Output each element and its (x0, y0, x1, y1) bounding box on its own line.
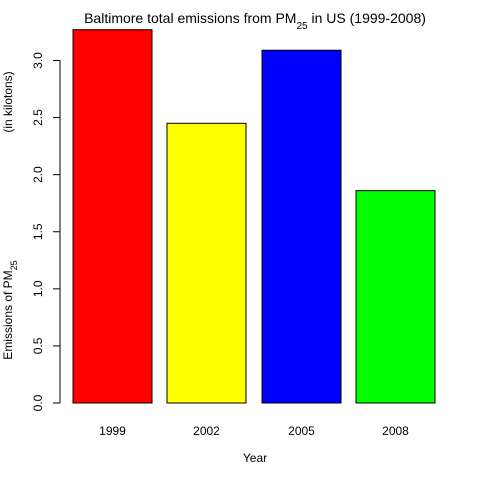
y-axis-label-subscript: 25 (9, 260, 19, 270)
x-tick-label-1999: 1999 (99, 424, 126, 438)
bar-2002 (166, 122, 247, 404)
y-axis-label-line2: Emissions of PM25 (1, 260, 19, 359)
y-axis-label-line1: (in kilotons) (1, 71, 15, 132)
y-tick-label: 3.0 (31, 52, 45, 69)
chart-title-main: Baltimore total emissions from PM (84, 10, 296, 26)
chart-title-subscript: 25 (296, 21, 308, 32)
x-tick-label-2008: 2008 (382, 424, 409, 438)
y-tick-label: 2.5 (31, 109, 45, 126)
y-tick-label: 1.0 (31, 280, 45, 297)
y-axis: 0.0 0.5 1.0 1.5 2.0 2.5 3.0 (31, 52, 61, 411)
y-axis-label-main: Emissions of PM (1, 270, 15, 359)
bar-2005 (261, 49, 342, 404)
y-tick-label: 0.0 (31, 394, 45, 411)
bar-1999 (72, 29, 153, 404)
x-axis-label: Year (243, 451, 267, 465)
x-axis-labels: 1999 2002 2005 2008 (99, 424, 409, 438)
chart-title: Baltimore total emissions from PM25 in U… (84, 10, 426, 32)
y-tick-label: 1.5 (31, 223, 45, 240)
x-tick-label-2002: 2002 (193, 424, 220, 438)
bar-2008 (355, 190, 436, 404)
bars-group (72, 29, 436, 404)
chart-title-tail: in US (1999-2008) (308, 10, 426, 26)
x-tick-label-2005: 2005 (288, 424, 315, 438)
y-tick-label: 2.0 (31, 166, 45, 183)
y-tick-label: 0.5 (31, 337, 45, 354)
